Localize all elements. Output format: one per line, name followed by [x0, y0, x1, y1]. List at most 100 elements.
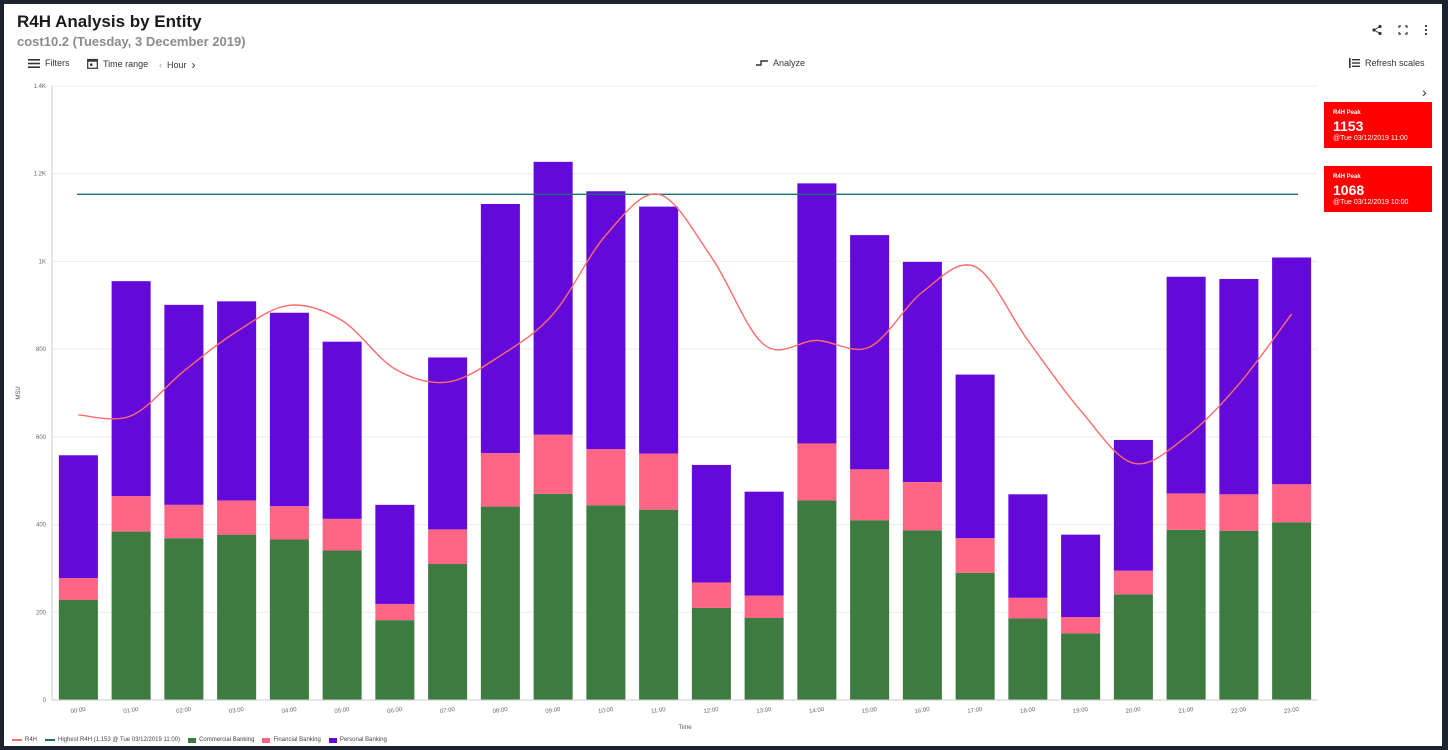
x-tick-label: 21:00	[1178, 707, 1194, 715]
y-tick-label: 1.2K	[34, 172, 46, 178]
legend-label: R4H	[25, 737, 37, 743]
bar-personal-banking	[164, 305, 203, 505]
bar-financial-banking	[797, 443, 836, 500]
bar-commercial-banking	[534, 494, 573, 700]
bar-personal-banking	[1008, 494, 1047, 598]
bar-commercial-banking	[1008, 618, 1047, 700]
bar-personal-banking	[745, 492, 784, 596]
bar-commercial-banking	[1219, 531, 1258, 700]
legend-swatch	[12, 739, 22, 741]
bar-financial-banking	[59, 578, 98, 600]
x-tick-label: 09:00	[545, 707, 561, 715]
bar-commercial-banking	[692, 608, 731, 700]
bar-commercial-banking	[1061, 633, 1100, 700]
bar-personal-banking	[692, 465, 731, 583]
legend-label: Financial Banking	[273, 737, 320, 743]
bar-commercial-banking	[112, 532, 151, 700]
x-tick-label: 08:00	[492, 707, 508, 715]
legend-label: Highest R4H (1,153 @ Tue 03/12/2019 11:0…	[58, 737, 180, 743]
chart-svg: 0 200 400 600 800 1K 1.2K 1.4K 00:00 01:00 02:00 03…	[4, 4, 1442, 746]
bar-financial-banking	[481, 453, 520, 507]
x-tick-label: 19:00	[1073, 707, 1089, 715]
x-tick-label: 12:00	[703, 707, 719, 715]
bar-commercial-banking	[745, 618, 784, 700]
bar-commercial-banking	[164, 538, 203, 700]
x-tick-label: 02:00	[176, 707, 192, 715]
bar-personal-banking	[586, 191, 625, 449]
bar-personal-banking	[639, 207, 678, 454]
x-tick-label: 13:00	[756, 707, 772, 715]
bar-financial-banking	[375, 604, 414, 620]
bar-financial-banking	[270, 506, 309, 539]
x-tick-label: 15:00	[862, 707, 878, 715]
bar-financial-banking	[428, 529, 467, 564]
bar-personal-banking	[1061, 535, 1100, 617]
dashboard-panel: R4H Analysis by Entity cost10.2 (Tuesday…	[4, 4, 1442, 746]
bar-financial-banking	[534, 435, 573, 494]
legend-swatch	[45, 739, 55, 741]
x-tick-label: 04:00	[281, 707, 297, 715]
bar-financial-banking	[639, 454, 678, 510]
bar-financial-banking	[692, 582, 731, 607]
bar-commercial-banking	[59, 600, 98, 700]
bar-financial-banking	[956, 538, 995, 573]
bar-financial-banking	[164, 505, 203, 538]
chart-legend: R4H Highest R4H (1,153 @ Tue 03/12/2019 …	[12, 737, 387, 743]
x-tick-label: 01:00	[123, 707, 139, 715]
bar-personal-banking	[323, 342, 362, 519]
bar-commercial-banking	[1114, 594, 1153, 700]
bar-commercial-banking	[375, 620, 414, 700]
x-tick-label: 10:00	[598, 707, 614, 715]
bar-financial-banking	[1008, 598, 1047, 619]
legend-item-r4h[interactable]: R4H	[12, 737, 37, 743]
bar-financial-banking	[217, 500, 256, 534]
y-axis-title: MSU	[16, 386, 22, 399]
bar-financial-banking	[745, 596, 784, 618]
x-tick-label: 07:00	[440, 707, 456, 715]
bar-financial-banking	[903, 482, 942, 530]
bar-commercial-banking	[586, 505, 625, 700]
bar-financial-banking	[1114, 571, 1153, 595]
bar-commercial-banking	[270, 539, 309, 700]
bar-commercial-banking	[481, 507, 520, 700]
legend-item-financial-banking[interactable]: Financial Banking	[262, 737, 320, 743]
bar-personal-banking	[1114, 440, 1153, 571]
legend-label: Commercial Banking	[199, 737, 254, 743]
x-tick-label: 14:00	[809, 707, 825, 715]
bar-financial-banking	[850, 469, 889, 520]
bar-personal-banking	[59, 455, 98, 578]
x-tick-label: 06:00	[387, 707, 403, 715]
x-tick-label: 16:00	[914, 707, 930, 715]
y-tick-label: 800	[36, 347, 47, 353]
bar-personal-banking	[1167, 277, 1206, 494]
bar-financial-banking	[1061, 617, 1100, 633]
legend-item-highest-r4h[interactable]: Highest R4H (1,153 @ Tue 03/12/2019 11:0…	[45, 737, 180, 743]
bar-financial-banking	[1219, 494, 1258, 530]
y-tick-label: 200	[36, 610, 47, 616]
bar-commercial-banking	[1167, 530, 1206, 700]
bar-commercial-banking	[639, 510, 678, 700]
x-tick-label: 05:00	[334, 707, 350, 715]
x-tick-label: 17:00	[967, 707, 983, 715]
bar-personal-banking	[956, 375, 995, 539]
bar-commercial-banking	[903, 530, 942, 700]
bar-commercial-banking	[956, 573, 995, 700]
x-tick-label: 03:00	[229, 707, 245, 715]
legend-item-personal-banking[interactable]: Personal Banking	[329, 737, 387, 743]
legend-label: Personal Banking	[340, 737, 387, 743]
bar-commercial-banking	[217, 535, 256, 700]
bar-commercial-banking	[323, 550, 362, 700]
bar-personal-banking	[1272, 257, 1311, 484]
bar-personal-banking	[270, 313, 309, 506]
x-tick-label: 11:00	[651, 707, 667, 715]
bar-financial-banking	[112, 496, 151, 532]
y-tick-label: 1.4K	[34, 84, 46, 90]
y-tick-label: 1K	[39, 259, 46, 265]
x-tick-label: 20:00	[1125, 707, 1141, 715]
legend-swatch	[188, 738, 196, 743]
legend-swatch	[262, 738, 270, 743]
x-tick-label: 00:00	[70, 707, 86, 715]
legend-item-commercial-banking[interactable]: Commercial Banking	[188, 737, 254, 743]
bar-personal-banking	[428, 357, 467, 529]
x-tick-label: 18:00	[1020, 707, 1036, 715]
